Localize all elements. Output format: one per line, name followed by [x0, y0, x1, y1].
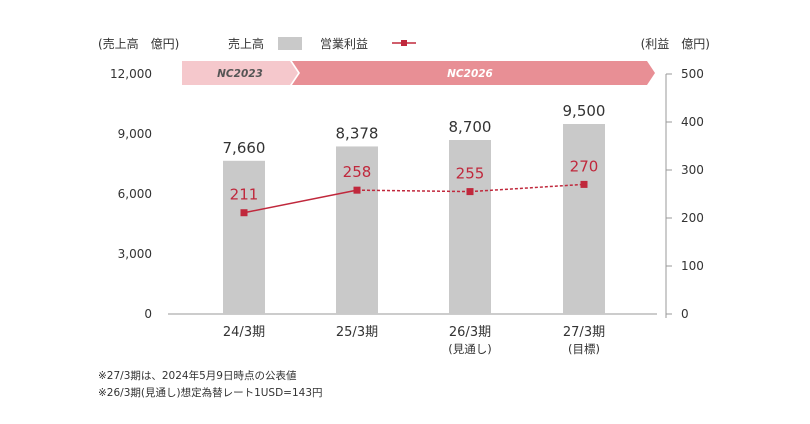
- category-label: 26/3期: [449, 325, 491, 340]
- right-tick-label: 0: [681, 307, 689, 321]
- right-axis-title: (利益 億円): [641, 37, 710, 51]
- category-label: 27/3期: [563, 325, 605, 340]
- op-profit-point: [353, 186, 361, 194]
- bar-value-label: 8,378: [336, 124, 379, 142]
- left-tick-label: 0: [144, 307, 152, 321]
- left-tick-label: 9,000: [118, 127, 152, 141]
- op-profit-point: [466, 188, 474, 196]
- bar-sales: [336, 146, 378, 314]
- plan-band-label: NC2026: [447, 68, 493, 80]
- bar-value-label: 9,500: [563, 102, 606, 120]
- bar-sales: [563, 124, 605, 314]
- legend-label-sales: 売上高: [228, 36, 264, 51]
- legend-marker-op-profit: [401, 40, 407, 46]
- op-profit-value-label: 255: [456, 165, 485, 183]
- op-profit-point: [580, 180, 588, 188]
- category-sublabel: (目標): [568, 342, 600, 356]
- op-profit-value-label: 258: [343, 163, 372, 181]
- category-sublabel: (見通し): [448, 342, 491, 356]
- category-label: 25/3期: [336, 325, 378, 340]
- bar-value-label: 7,660: [223, 139, 266, 157]
- plan-band-nc2026: [292, 61, 655, 85]
- op-profit-segment: [356, 189, 471, 193]
- right-tick-label: 500: [681, 67, 704, 81]
- right-tick-label: 100: [681, 259, 704, 273]
- category-label: 24/3期: [223, 325, 265, 340]
- left-axis-title: (売上高 億円): [98, 36, 179, 51]
- op-profit-segment: [243, 189, 358, 214]
- bar-value-label: 8,700: [449, 118, 492, 136]
- bar-sales: [223, 160, 265, 314]
- footnote-1: ※27/3期は、2024年5月9日時点の公表値: [98, 370, 297, 382]
- legend-label-op-profit: 営業利益: [320, 37, 368, 51]
- legend-swatch-sales: [278, 37, 302, 50]
- op-profit-segment: [469, 183, 585, 193]
- op-profit-value-label: 270: [570, 157, 599, 175]
- plan-band-nc2023: [182, 61, 298, 85]
- left-tick-label: 3,000: [118, 247, 152, 261]
- bar-sales: [449, 140, 491, 314]
- op-profit-value-label: 211: [230, 186, 259, 204]
- right-tick-label: 400: [681, 115, 704, 129]
- op-profit-point: [240, 209, 248, 217]
- left-tick-label: 6,000: [118, 187, 152, 201]
- right-tick-label: 200: [681, 211, 704, 225]
- left-tick-label: 12,000: [110, 67, 152, 81]
- footnote-2: ※26/3期(見通し)想定為替レート1USD=143円: [98, 387, 323, 399]
- plan-band-label: NC2023: [217, 68, 263, 80]
- right-tick-label: 300: [681, 163, 704, 177]
